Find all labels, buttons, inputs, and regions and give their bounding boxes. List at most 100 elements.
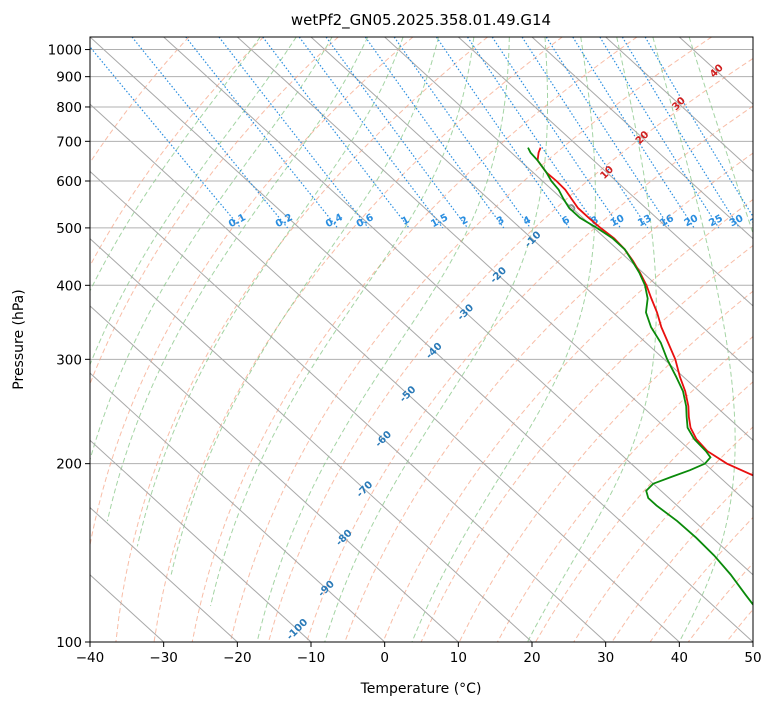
- dry-adiabat-line: [191, 37, 638, 642]
- mixing-ratio-line: [131, 37, 289, 229]
- dry-adiabat-line: [725, 608, 753, 642]
- x-tick-label: −40: [76, 650, 105, 666]
- isotherm-line: [457, 37, 753, 307]
- moist-adiabat-line: [411, 37, 596, 642]
- dry-adiabat-line: [115, 37, 488, 642]
- isotherm-line: [90, 439, 312, 642]
- y-tick-label: 100: [56, 635, 82, 651]
- moist-adiabat-line: [652, 37, 736, 642]
- x-tick-label: 30: [597, 650, 614, 666]
- mixing-ratio-line: [218, 37, 369, 229]
- isotherm-line: [90, 37, 753, 642]
- moist-adiabat-line: [106, 37, 369, 522]
- isotherm-line: [163, 37, 753, 576]
- chart-title: wetPf2_GN05.2025.358.01.49.G14: [291, 11, 551, 30]
- moist-adiabat-line: [136, 37, 404, 547]
- y-tick-label: 200: [56, 457, 82, 473]
- moist-adiabat-line: [90, 37, 297, 366]
- y-tick-label: 500: [56, 221, 82, 237]
- mixing-ratio-label: 20: [683, 213, 700, 229]
- moist-adiabat-line: [324, 37, 549, 642]
- temperature-line: [536, 147, 753, 477]
- y-tick-label: 800: [56, 100, 82, 116]
- dry-adiabat-line: [649, 516, 753, 642]
- mixing-ratio-lines: [90, 37, 753, 229]
- warm-isotherm-labels: 10 20 30 40: [598, 63, 725, 182]
- moist-adiabat-line: [688, 37, 753, 236]
- y-axis-ticks: 100 200 300 400 500 600 700 800 900 1000: [48, 43, 90, 651]
- mixing-ratio-label: 4: [522, 215, 533, 228]
- x-tick-label: 50: [744, 650, 761, 666]
- plot-area: -100 -90 -80 -70 -60 -50 -40 -30 -20 -10…: [90, 37, 775, 643]
- isotherm-line: [90, 506, 238, 642]
- mixing-ratio-label: 2: [459, 215, 470, 228]
- isotherm-line: [605, 37, 753, 173]
- dry-adiabat-line: [90, 37, 190, 164]
- isotherm-lines: [90, 37, 753, 642]
- mixing-ratio-label: 16: [658, 213, 675, 229]
- mixing-ratio-label: 25: [707, 213, 724, 229]
- moist-adiabat-line: [90, 37, 261, 293]
- x-axis-label: Temperature (°C): [360, 681, 482, 697]
- mixing-ratio-line: [467, 37, 599, 229]
- mixing-ratio-line: [90, 45, 242, 229]
- profile-series: [527, 147, 753, 606]
- mixing-ratio-label: 8: [589, 215, 600, 228]
- dry-adiabat-line: [306, 105, 753, 642]
- mixing-ratio-line: [298, 37, 444, 229]
- dry-adiabat-line: [268, 57, 753, 642]
- y-tick-label: 700: [56, 134, 82, 150]
- y-tick-label: 300: [56, 352, 82, 368]
- x-tick-label: 20: [523, 650, 540, 666]
- x-tick-label: 0: [380, 650, 389, 666]
- dry-adiabat-line: [229, 37, 712, 642]
- y-tick-label: 900: [56, 70, 82, 86]
- dry-adiabat-line: [535, 381, 753, 642]
- dry-adiabat-line: [687, 562, 753, 642]
- dry-adiabat-line: [611, 471, 753, 642]
- dry-adiabat-line: [765, 37, 775, 642]
- mixing-ratio-line: [644, 37, 753, 218]
- x-tick-label: 40: [671, 650, 688, 666]
- isotherm-line: [90, 170, 607, 642]
- moist-adiabat-line: [210, 37, 475, 607]
- moist-adiabat-line: [256, 37, 510, 642]
- isotherm-line: [236, 37, 753, 509]
- mixing-ratio-line: [325, 37, 469, 229]
- isotherm-line: [90, 237, 533, 642]
- dewpoint-line: [527, 147, 753, 606]
- moist-adiabat-line: [170, 37, 439, 575]
- x-tick-label: −30: [149, 650, 178, 666]
- y-axis-label: Pressure (hPa): [11, 289, 27, 389]
- mixing-ratio-line: [621, 37, 740, 229]
- y-tick-label: 1000: [48, 43, 82, 59]
- mixing-ratio-line: [521, 37, 649, 229]
- dry-adiabat-line: [420, 244, 753, 642]
- moist-adiabat-lines: [90, 37, 753, 642]
- mixing-ratio-line: [491, 37, 621, 229]
- y-tick-label: 400: [56, 278, 82, 294]
- x-tick-label: −20: [223, 650, 252, 666]
- isotherm-line: [310, 37, 753, 442]
- isotherm-line: [752, 37, 753, 38]
- isotherm-line: [384, 37, 753, 374]
- x-tick-label: 10: [450, 650, 467, 666]
- dry-adiabat-line: [497, 335, 753, 642]
- moist-adiabat-line: [90, 37, 333, 462]
- isotherm-line: [90, 372, 386, 642]
- mixing-ratio-line: [599, 37, 720, 229]
- isotherm-line: [90, 305, 459, 642]
- dry-adiabat-line: [90, 37, 414, 548]
- mixing-ratio-label: 30: [728, 213, 745, 229]
- isotherm-label: -100: [285, 617, 311, 643]
- isotherm-line: [531, 37, 753, 240]
- mixing-ratio-line: [572, 37, 695, 229]
- mixing-ratio-label: 36: [749, 213, 766, 229]
- mixing-ratio-label: 6: [561, 215, 572, 228]
- plot-frame: [89, 36, 754, 643]
- mixing-ratio-line: [262, 37, 410, 229]
- isotherm-line: [90, 103, 680, 642]
- x-axis-ticks: −40 −30 −20 −10 0 10 20 30 40 50: [76, 642, 762, 666]
- dry-adiabat-line: [90, 37, 264, 267]
